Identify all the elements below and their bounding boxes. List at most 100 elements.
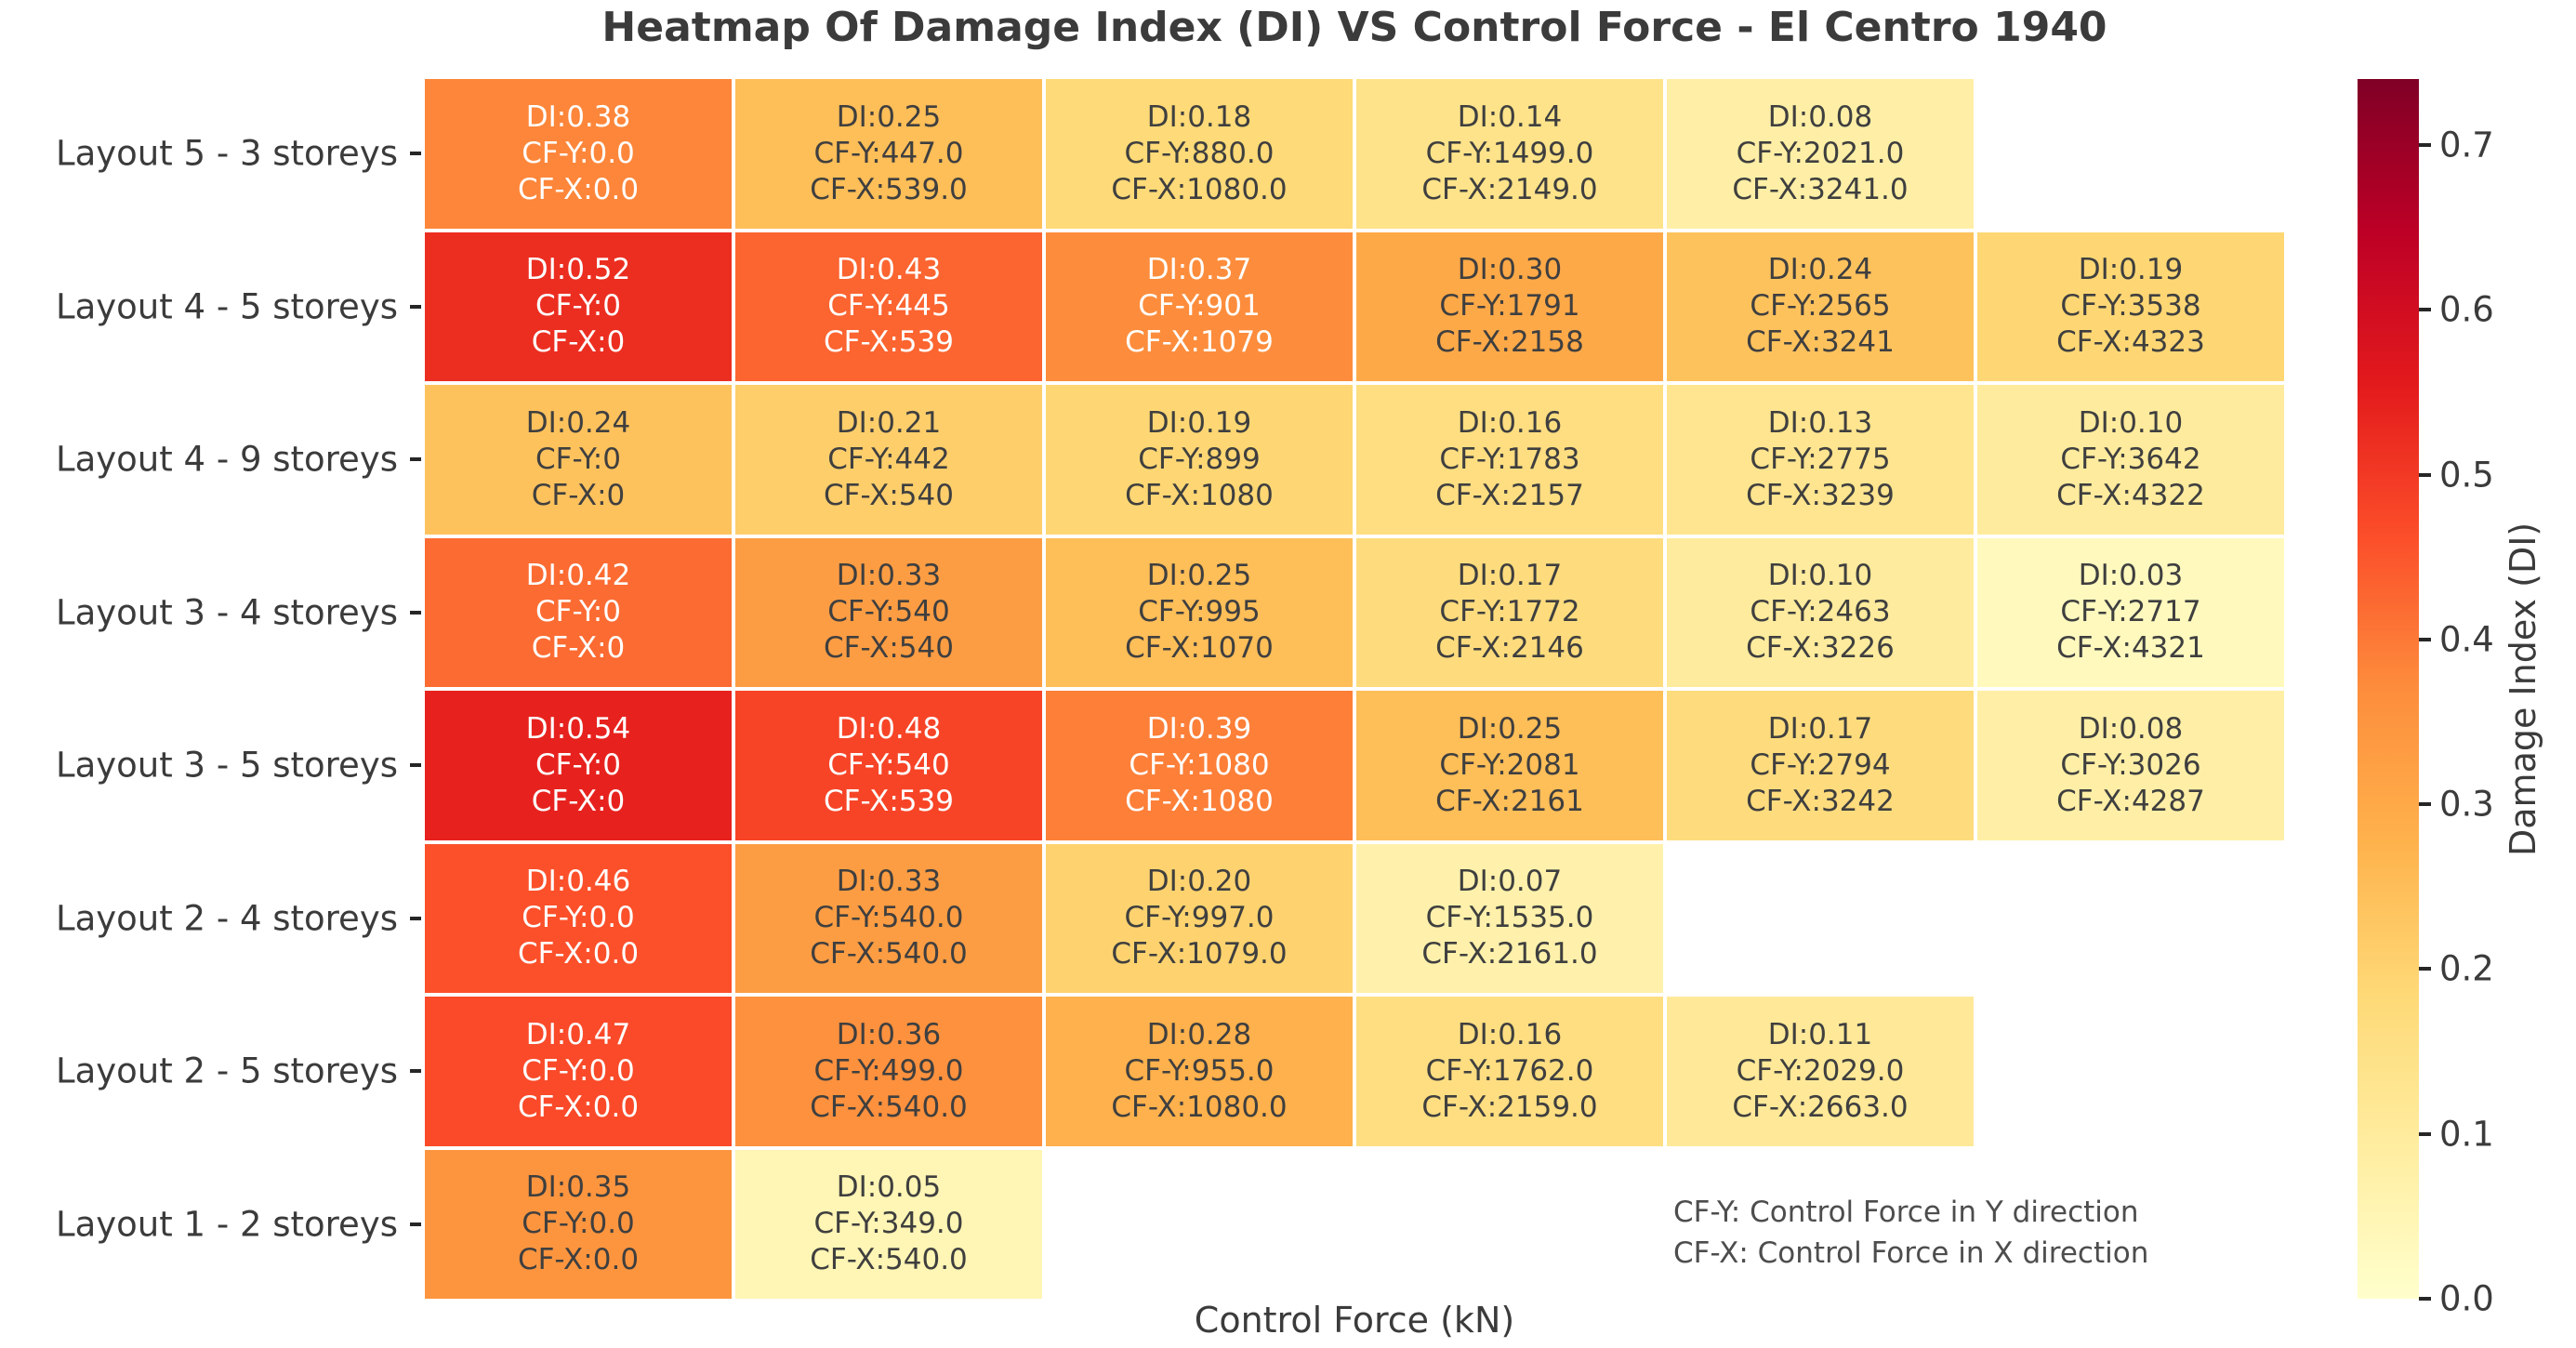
cell-di-value: DI:0.39 — [1146, 711, 1252, 746]
heatmap-cell: DI:0.03 CF-Y:2717 CF-X:4321 — [1977, 537, 2284, 687]
cell-cfy-value: CF-Y:3642 — [2060, 442, 2201, 476]
cell-cfx-value: CF-X:2161 — [1435, 784, 1584, 818]
cell-cfy-value: CF-Y:0.0 — [522, 1207, 635, 1241]
abbreviation-note-line-cfy: CF-Y: Control Force in Y direction — [1673, 1196, 2139, 1229]
cell-cfy-value: CF-Y:1772 — [1439, 595, 1580, 629]
cell-di-value: DI:0.52 — [525, 253, 631, 287]
cell-cfx-value: CF-X:2157 — [1435, 478, 1584, 512]
heatmap-cell-empty — [1356, 1150, 1663, 1300]
colorbar-tick — [2419, 1297, 2431, 1301]
abbreviation-note: CF-Y: Control Force in Y direction CF-X:… — [1673, 1192, 2148, 1274]
heatmap-cell: DI:0.25 CF-Y:447.0 CF-X:539.0 — [735, 79, 1042, 229]
cell-cfx-value: CF-X:1070 — [1125, 631, 1274, 666]
colorbar-tick — [2419, 637, 2431, 641]
heatmap-cell: DI:0.16 CF-Y:1762.0 CF-X:2159.0 — [1356, 997, 1663, 1146]
cell-cfy-value: CF-Y:2463 — [1750, 595, 1891, 629]
heatmap-cell: DI:0.54 CF-Y:0 CF-X:0 — [425, 691, 732, 840]
y-axis-label: Layout 4 - 9 storeys — [55, 439, 398, 480]
cell-di-value: DI:0.25 — [836, 99, 942, 134]
cell-cfx-value: CF-X:540.0 — [810, 1243, 968, 1277]
cell-cfx-value: CF-X:540 — [824, 631, 954, 666]
heatmap-cell: DI:0.17 CF-Y:2794 CF-X:3242 — [1667, 691, 1974, 840]
cell-cfx-value: CF-X:3242 — [1746, 784, 1895, 818]
cell-cfy-value: CF-Y:1535.0 — [1425, 901, 1594, 935]
cell-di-value: DI:0.10 — [2078, 405, 2184, 440]
heatmap-cell-empty — [1977, 997, 2284, 1146]
cell-cfy-value: CF-Y:447.0 — [813, 136, 964, 170]
colorbar-tick — [2419, 1131, 2431, 1136]
cell-di-value: DI:0.28 — [1146, 1017, 1252, 1051]
colorbar-tick-label: 0.4 — [2439, 619, 2494, 660]
cell-di-value: DI:0.21 — [836, 405, 942, 440]
heatmap-cell: DI:0.38 CF-Y:0.0 CF-X:0.0 — [425, 79, 732, 229]
cell-cfx-value: CF-X:1079.0 — [1111, 937, 1288, 971]
colorbar-tick — [2419, 472, 2431, 477]
heatmap-cell: DI:0.20 CF-Y:997.0 CF-X:1079.0 — [1046, 843, 1353, 993]
cell-cfx-value: CF-X:1080 — [1125, 478, 1274, 512]
cell-cfx-value: CF-X:540.0 — [810, 1090, 968, 1124]
cell-cfy-value: CF-Y:1783 — [1439, 442, 1580, 476]
cell-cfx-value: CF-X:2149.0 — [1421, 172, 1598, 206]
cell-cfx-value: CF-X:1080.0 — [1111, 1090, 1288, 1124]
cell-cfx-value: CF-X:2161.0 — [1421, 937, 1598, 971]
cell-cfx-value: CF-X:0 — [531, 325, 626, 360]
cell-di-value: DI:0.13 — [1767, 405, 1873, 440]
cell-di-value: DI:0.05 — [836, 1170, 942, 1205]
cell-cfy-value: CF-Y:0 — [535, 747, 621, 782]
cell-di-value: DI:0.37 — [1146, 253, 1252, 287]
cell-di-value: DI:0.25 — [1457, 711, 1563, 746]
y-axis-tick — [410, 916, 421, 920]
cell-cfx-value: CF-X:3241.0 — [1732, 172, 1909, 206]
cell-di-value: DI:0.18 — [1146, 99, 1252, 134]
cell-cfx-value: CF-X:539 — [824, 325, 954, 360]
cell-di-value: DI:0.30 — [1457, 253, 1563, 287]
heatmap-cell: DI:0.42 CF-Y:0 CF-X:0 — [425, 537, 732, 687]
cell-cfx-value: CF-X:0.0 — [517, 1243, 640, 1277]
cell-cfy-value: CF-Y:2775 — [1750, 442, 1891, 476]
heatmap-cell: DI:0.25 CF-Y:2081 CF-X:2161 — [1356, 691, 1663, 840]
cell-di-value: DI:0.42 — [525, 559, 631, 593]
cell-di-value: DI:0.33 — [836, 865, 942, 899]
colorbar-tick-label: 0.0 — [2439, 1278, 2494, 1319]
cell-di-value: DI:0.17 — [1457, 559, 1563, 593]
heatmap-cell: DI:0.18 CF-Y:880.0 CF-X:1080.0 — [1046, 79, 1353, 229]
colorbar-tick — [2419, 142, 2431, 147]
cell-di-value: DI:0.38 — [525, 99, 631, 134]
cell-cfy-value: CF-Y:540 — [827, 747, 950, 782]
heatmap-cell: DI:0.37 CF-Y:901 CF-X:1079 — [1046, 231, 1353, 381]
y-axis-label: Layout 5 - 3 storeys — [55, 133, 398, 174]
cell-cfy-value: CF-Y:0.0 — [522, 1053, 635, 1088]
cell-di-value: DI:0.36 — [836, 1017, 942, 1051]
cell-cfy-value: CF-Y:0 — [535, 595, 621, 629]
cell-cfy-value: CF-Y:442 — [827, 442, 950, 476]
heatmap-cell: DI:0.10 CF-Y:2463 CF-X:3226 — [1667, 537, 1974, 687]
cell-cfx-value: CF-X:3239 — [1746, 478, 1895, 512]
colorbar-tick-label: 0.2 — [2439, 948, 2494, 989]
heatmap-cell: DI:0.36 CF-Y:499.0 CF-X:540.0 — [735, 997, 1042, 1146]
cell-di-value: DI:0.08 — [2078, 711, 2184, 746]
y-axis-label: Layout 1 - 2 storeys — [55, 1204, 398, 1245]
colorbar-tick-label: 0.6 — [2439, 289, 2494, 330]
cell-cfx-value: CF-X:2158 — [1435, 325, 1584, 360]
colorbar-tick-label: 0.3 — [2439, 784, 2494, 825]
cell-cfy-value: CF-Y:880.0 — [1124, 136, 1275, 170]
heatmap-cell: DI:0.33 CF-Y:540 CF-X:540 — [735, 537, 1042, 687]
cell-cfx-value: CF-X:2159.0 — [1421, 1090, 1598, 1124]
heatmap-cell: DI:0.24 CF-Y:0 CF-X:0 — [425, 385, 732, 535]
heatmap-cell: DI:0.48 CF-Y:540 CF-X:539 — [735, 691, 1042, 840]
cell-di-value: DI:0.46 — [525, 865, 631, 899]
cell-di-value: DI:0.33 — [836, 559, 942, 593]
cell-di-value: DI:0.19 — [2078, 253, 2184, 287]
cell-cfx-value: CF-X:3241 — [1746, 325, 1895, 360]
cell-cfy-value: CF-Y:2794 — [1750, 747, 1891, 782]
y-axis-tick — [410, 152, 421, 156]
cell-di-value: DI:0.54 — [525, 711, 631, 746]
cell-cfy-value: CF-Y:349.0 — [813, 1207, 964, 1241]
y-axis-label: Layout 4 - 5 storeys — [55, 286, 398, 327]
cell-cfy-value: CF-Y:0 — [535, 289, 621, 324]
heatmap-cell: DI:0.30 CF-Y:1791 CF-X:2158 — [1356, 231, 1663, 381]
chart-title: Heatmap Of Damage Index (DI) VS Control … — [601, 4, 2107, 51]
heatmap-cell: DI:0.39 CF-Y:1080 CF-X:1080 — [1046, 691, 1353, 840]
cell-cfx-value: CF-X:3226 — [1746, 631, 1895, 666]
heatmap-cell: DI:0.19 CF-Y:899 CF-X:1080 — [1046, 385, 1353, 535]
